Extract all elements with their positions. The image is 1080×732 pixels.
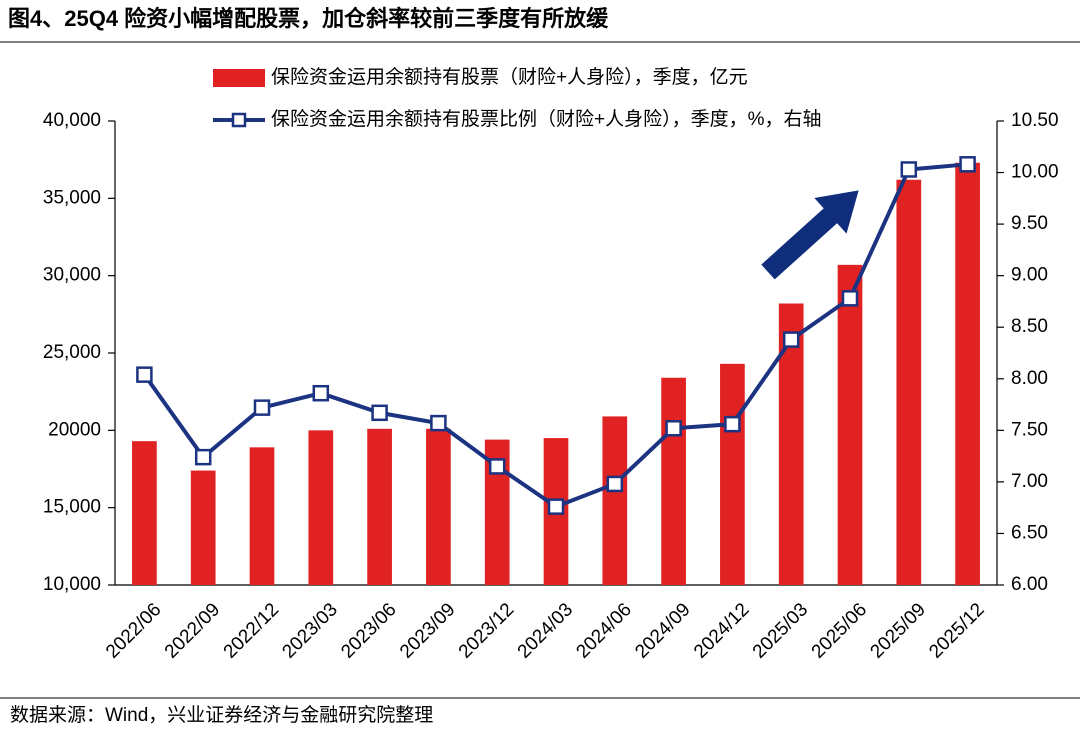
- y2-tick-label: 9.50: [1011, 213, 1048, 234]
- bar: [896, 179, 922, 586]
- x-tick-label: 2025/12: [925, 599, 988, 662]
- y2-tick-label: 10.50: [1011, 110, 1059, 131]
- marker: [488, 458, 506, 475]
- x-tick-label: 2024/09: [631, 599, 694, 662]
- bar: [308, 430, 334, 585]
- x-tick-label: 2023/06: [337, 599, 400, 662]
- chart-title: 图4、25Q4 险资小幅增配股票，加仓斜率较前三季度有所放缓: [8, 6, 609, 31]
- marker: [782, 331, 800, 348]
- trend-arrow: [761, 190, 859, 280]
- bar: [720, 363, 745, 585]
- x-tick-label: 2022/06: [102, 599, 165, 662]
- y2-tick-label: 7.00: [1011, 471, 1048, 492]
- bar: [367, 428, 392, 585]
- marker: [900, 161, 918, 178]
- y2-tick-label: 6.00: [1011, 574, 1048, 595]
- marker: [665, 420, 682, 437]
- y2-tick-label: 8.00: [1011, 368, 1048, 389]
- marker: [606, 475, 624, 493]
- marker: [312, 384, 330, 402]
- marker: [724, 415, 741, 433]
- legend-marker: [231, 112, 247, 128]
- marker: [253, 399, 271, 416]
- legend-label: 保险资金运用余额持有股票（财险+人身险），季度，亿元: [271, 66, 748, 88]
- y2-tick-label: 9.00: [1011, 265, 1048, 286]
- marker: [841, 290, 859, 307]
- x-tick-label: 2022/12: [220, 599, 283, 662]
- y2-tick-label: 7.50: [1011, 419, 1048, 440]
- y-tick-label: 10,000: [43, 574, 101, 595]
- x-tick-label: 2023/09: [396, 599, 459, 662]
- x-tick-label: 2023/12: [455, 599, 518, 662]
- y2-tick-label: 6.50: [1011, 522, 1048, 543]
- marker: [430, 414, 447, 432]
- marker: [136, 366, 153, 383]
- marker: [959, 156, 976, 173]
- bar: [190, 470, 216, 585]
- x-tick-label: 2025/03: [749, 599, 812, 662]
- bar: [955, 162, 980, 585]
- x-tick-label: 2025/06: [808, 599, 871, 662]
- legend-label: 保险资金运用余额持有股票比例（财险+人身险），季度，%，右轴: [271, 108, 822, 130]
- bar: [602, 416, 628, 585]
- x-tick-label: 2024/06: [572, 599, 635, 662]
- x-tick-label: 2024/12: [690, 599, 753, 662]
- y-tick-label: 35,000: [43, 187, 101, 208]
- y-tick-label: 40,000: [43, 110, 101, 131]
- y-tick-label: 30,000: [43, 265, 101, 286]
- bar: [426, 428, 451, 585]
- bar: [132, 441, 157, 585]
- x-tick-label: 2024/03: [514, 599, 577, 662]
- x-tick-label: 2023/03: [278, 599, 341, 662]
- y-tick-label: 25,000: [43, 342, 101, 363]
- y2-tick-label: 10.00: [1011, 162, 1059, 183]
- x-tick-label: 2025/09: [866, 599, 929, 662]
- marker: [547, 498, 565, 515]
- marker: [371, 404, 388, 422]
- bar: [661, 377, 686, 585]
- bar: [837, 264, 863, 585]
- y-tick-label: 15,000: [43, 497, 101, 518]
- bar: [249, 447, 275, 585]
- y-tick-label: 20000: [48, 419, 101, 440]
- x-tick-label: 2022/09: [161, 599, 224, 662]
- legend-swatch: [213, 69, 265, 87]
- source: 数据来源：Wind，兴业证券经济与金融研究院整理: [10, 704, 433, 726]
- y2-tick-label: 8.50: [1011, 316, 1048, 337]
- marker: [194, 448, 212, 466]
